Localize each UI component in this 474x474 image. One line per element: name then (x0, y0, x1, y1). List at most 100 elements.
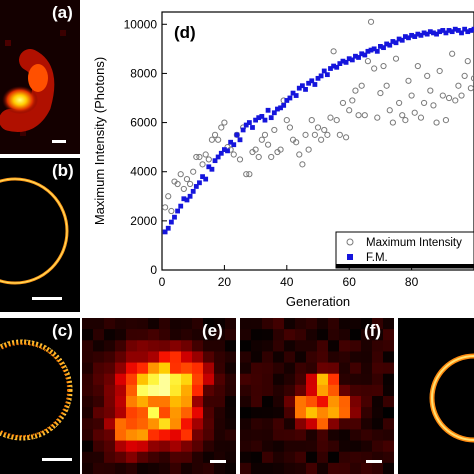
point-maximum-intensity (452, 97, 459, 104)
panel-f-pixel (306, 362, 318, 375)
panel-f-pixel (262, 407, 274, 419)
panel-e-pixel (192, 407, 204, 419)
point-fm (468, 28, 474, 33)
point-fm (390, 39, 396, 44)
panel-e-pixel (214, 373, 226, 386)
panel-e-pixel (148, 329, 160, 341)
panel-f-pixel (328, 340, 340, 352)
point-fm (271, 110, 277, 116)
panel-f-pixel (339, 318, 351, 330)
point-fm (278, 105, 283, 111)
panel-f-pixel (240, 462, 252, 474)
point-fm (293, 93, 299, 98)
panel-e-pixel (126, 429, 138, 442)
x-axis-label: Generation (286, 294, 350, 309)
legend-marker-fm (347, 254, 353, 260)
panel-f-pixel (339, 340, 351, 352)
panel-e-pixel (181, 351, 193, 364)
panel-e-pixel (170, 396, 182, 408)
panel-e-pixel (115, 340, 127, 352)
point-maximum-intensity (168, 207, 175, 215)
panel-e-pixel (82, 351, 94, 364)
panel-e-pixel (181, 451, 193, 464)
panel-e-pixel (214, 462, 226, 474)
point-fm (365, 48, 371, 54)
point-maximum-intensity (377, 89, 384, 97)
panel-e-pixel (104, 318, 116, 330)
point-maximum-intensity (333, 117, 340, 124)
panel-e-pixel (214, 407, 226, 419)
panel-e-pixel (170, 318, 182, 330)
panel-f-pixel (361, 429, 373, 442)
point-maximum-intensity (339, 99, 347, 107)
panel-f-pixel (317, 418, 329, 430)
point-fm (203, 176, 209, 182)
panel-a-image: (a) (0, 0, 80, 154)
panel-f-pixel (328, 451, 340, 464)
panel-e-pixel (214, 318, 226, 330)
panel-e-pixel (115, 429, 127, 442)
panel-f-pixel (317, 362, 329, 375)
point-fm (165, 225, 171, 231)
panel-f-pixel (361, 396, 373, 408)
panel-f-pixel (339, 362, 351, 375)
point-fm (184, 197, 190, 203)
panel-e-pixel (126, 451, 138, 464)
panel-f-pixel (361, 329, 373, 341)
point-fm (275, 106, 280, 112)
panel-f-pixel (262, 373, 274, 386)
panel-e-pixel (104, 396, 116, 408)
panel-f-pixel (251, 362, 263, 375)
point-maximum-intensity (420, 99, 428, 107)
panel-e-pixel (181, 462, 193, 474)
point-maximum-intensity (211, 131, 219, 138)
point-fm (340, 58, 346, 64)
panel-f-pixel (240, 351, 252, 364)
panel-e-pixel (137, 329, 149, 341)
point-fm (228, 139, 234, 145)
panel-e-pixel (192, 340, 204, 352)
point-fm (434, 31, 439, 37)
panel-e-pixel (148, 418, 160, 430)
panel-f-pixel (273, 384, 285, 397)
panel-c-label: (c) (52, 321, 73, 340)
panel-e-pixel (192, 462, 204, 474)
panel-f-pixel (262, 396, 274, 408)
panel-f-pixel (317, 384, 329, 397)
point-fm (406, 35, 411, 41)
panel-e-pixel (82, 451, 94, 464)
panel-e-pixel (93, 462, 105, 474)
panel-f-pixel (262, 451, 274, 464)
panel-f-pixel (339, 451, 351, 464)
y-tick-label: 6000 (130, 116, 157, 130)
point-fm (231, 142, 237, 148)
panel-e-pixel (159, 362, 171, 375)
panel-f-pixel (262, 429, 274, 442)
point-fm (443, 30, 449, 36)
panel-e-pixel (225, 340, 236, 352)
panel-f-pixel (361, 384, 373, 397)
point-fm (175, 208, 180, 214)
panel-e-pixel (115, 418, 127, 430)
panel-f-pixel (306, 340, 318, 352)
point-fm (240, 127, 246, 133)
panel-e-pixel (225, 373, 236, 386)
panel-f-pixel (372, 351, 384, 364)
panel-e-pixel (93, 418, 105, 430)
panel-f-pixel (295, 384, 307, 397)
point-maximum-intensity (402, 117, 409, 124)
panel-f-pixel (306, 418, 318, 430)
panel-b-scale-bar (32, 297, 62, 300)
point-maximum-intensity (196, 153, 203, 161)
panel-f-pixel (361, 318, 373, 330)
y-tick-label: 4000 (130, 165, 157, 179)
panel-f-pixel (361, 451, 373, 464)
point-fm (396, 36, 402, 42)
panel-f-pixel (273, 373, 285, 386)
panel-e-pixel (214, 362, 226, 375)
point-maximum-intensity (458, 92, 465, 99)
panel-e-pixel (104, 340, 116, 352)
point-fm (287, 95, 293, 101)
panel-f-pixel (383, 418, 394, 430)
panel-f-pixel (262, 384, 274, 397)
